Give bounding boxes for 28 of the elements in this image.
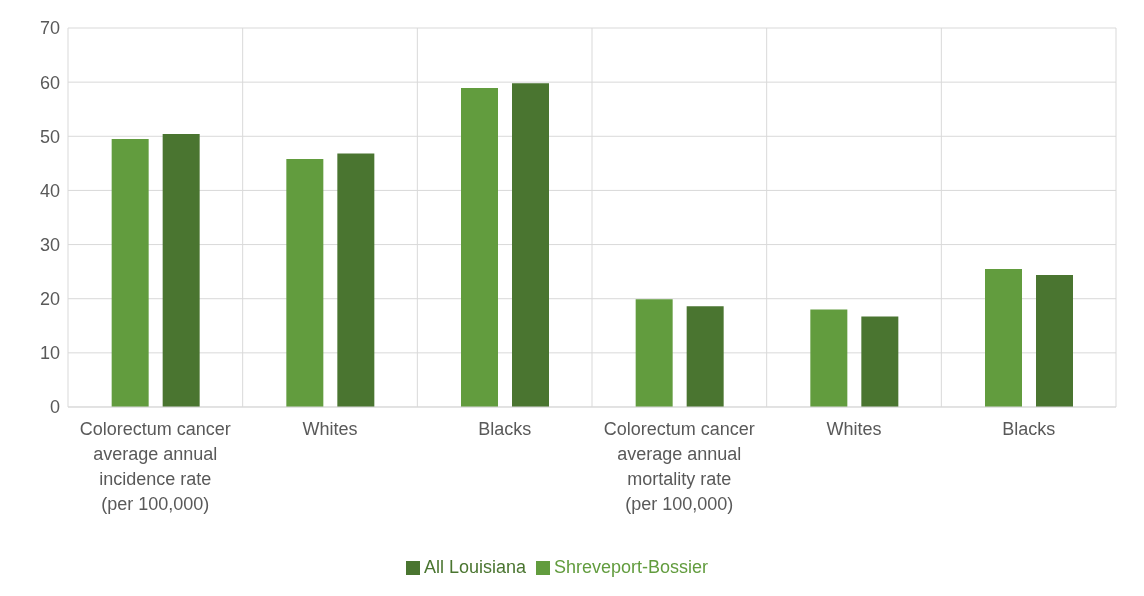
- y-tick-label: 70: [39, 18, 60, 39]
- bar: [686, 306, 724, 407]
- y-tick-label: 40: [39, 180, 60, 201]
- bar: [635, 299, 673, 407]
- y-tick-label: 50: [39, 126, 60, 147]
- bar: [286, 159, 324, 407]
- x-tick-label: Whites: [302, 419, 358, 439]
- legend-label: All Louisiana: [423, 557, 526, 577]
- bar: [111, 138, 149, 407]
- y-tick-label: 10: [39, 343, 60, 364]
- bar: [162, 134, 200, 407]
- y-tick-label: 0: [49, 397, 60, 418]
- y-tick-label: 30: [39, 234, 60, 255]
- bar: [512, 83, 549, 407]
- bar: [461, 88, 498, 407]
- x-tick-label: Whites: [826, 419, 882, 439]
- x-tick-label: Colorectum cancer average annual incidence rate (per 100,000): [79, 419, 231, 514]
- x-tick-label: Colorectum cancer average annual mortality rate (per 100,000): [603, 419, 755, 514]
- y-tick-label: 20: [39, 289, 60, 310]
- bar: [810, 309, 848, 407]
- bar: [861, 316, 899, 407]
- bar: [985, 268, 1022, 407]
- bar: [1036, 274, 1073, 407]
- x-tick-label: Blacks: [478, 419, 532, 439]
- x-tick-label: Blacks: [1002, 419, 1056, 439]
- legend-label: Shreveport-Bossier: [554, 557, 709, 577]
- bar: [337, 153, 375, 407]
- y-tick-label: 60: [39, 72, 60, 93]
